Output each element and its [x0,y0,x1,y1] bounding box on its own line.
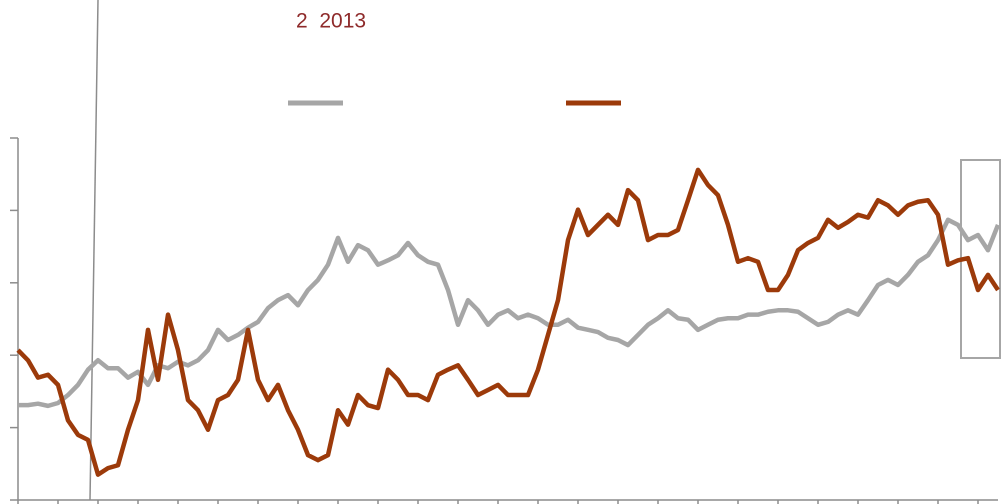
plot-area [10,137,1001,504]
chart-title: 2 2013 [296,10,366,33]
data-line [16,167,1000,477]
data-line [18,217,1001,409]
marker-line [89,0,99,501]
